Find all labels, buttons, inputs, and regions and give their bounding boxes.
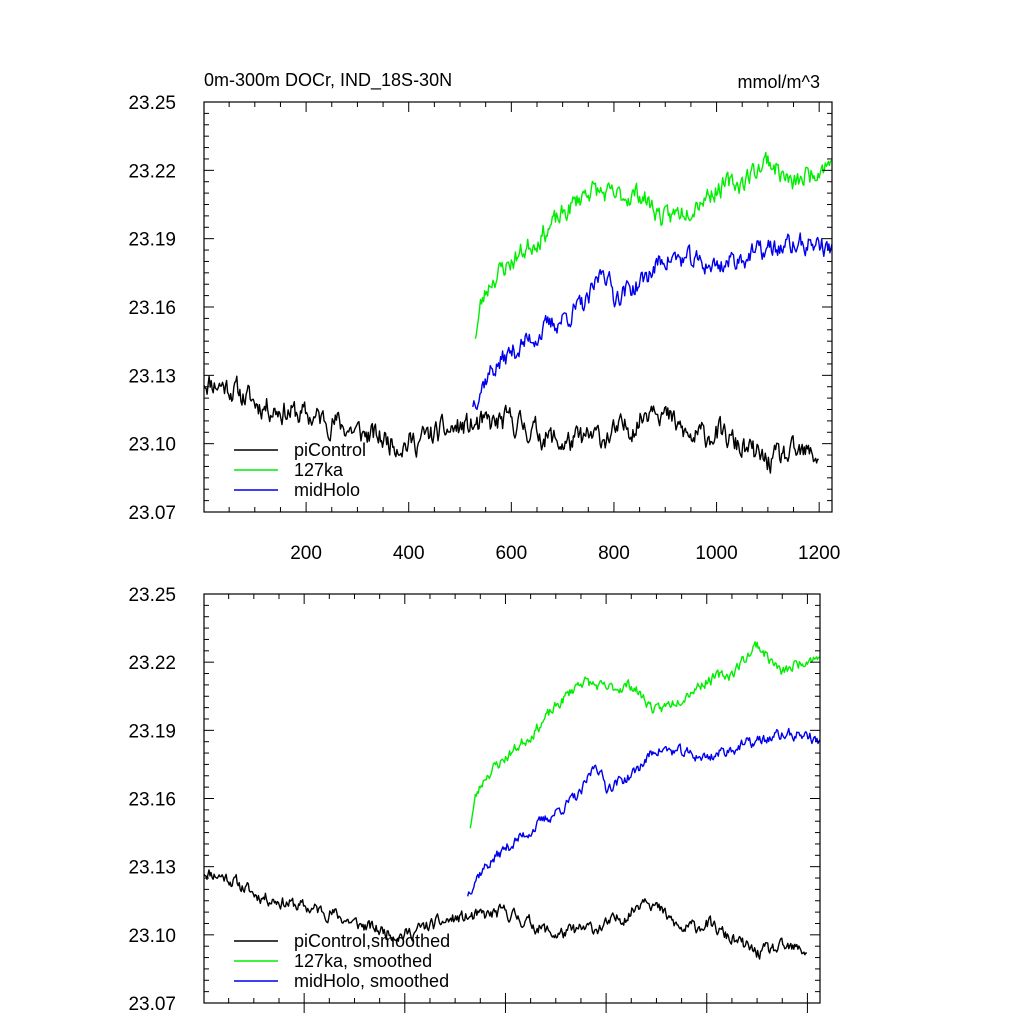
legend-entry: midHolo, smoothed <box>234 971 449 991</box>
legend-label: piControl,smoothed <box>294 931 450 951</box>
y-tick-label: 23.07 <box>128 994 176 1015</box>
x-tick-label: 800 <box>598 543 630 564</box>
chart-panel-1: 23.07 23.10 23.13 23.16 23.19 23.22 23.25 200 40… <box>128 70 840 564</box>
x-tick-label: 400 <box>393 543 425 564</box>
y-tick-label: 23.13 <box>128 858 176 879</box>
y-tick-label: 23.13 <box>128 366 176 387</box>
legend-entry: 127ka, smoothed <box>234 951 432 971</box>
x-tick-label: 200 <box>290 543 322 564</box>
series-line-3 <box>472 232 832 410</box>
legend-label: piControl <box>294 440 366 460</box>
y-tick-label: 23.19 <box>128 230 176 251</box>
y-tick-label: 23.22 <box>128 653 176 674</box>
x-tick-label: 1200 <box>798 543 840 564</box>
units-label: mmol/m^3 <box>738 72 820 92</box>
series-line-3 <box>467 727 820 897</box>
series-line-1 <box>204 869 808 960</box>
y-tick-label: 23.07 <box>128 503 176 524</box>
y-tick-label: 23.19 <box>128 721 176 742</box>
y-tick-label: 23.10 <box>128 926 176 947</box>
y-tick-label: 23.22 <box>128 161 176 182</box>
chart-panel-2: 23.07 23.10 23.13 23.16 23.19 23.22 23.25 piCon… <box>128 585 821 1015</box>
legend-entry: midHolo <box>234 480 360 500</box>
x-tick-label: 600 <box>495 543 527 564</box>
chart-title: 0m-300m DOCr, IND_18S-30N <box>204 70 452 91</box>
y-tick-label: 23.25 <box>128 93 176 114</box>
y-tick-label: 23.25 <box>128 585 176 606</box>
y-tick-label: 23.16 <box>128 790 176 811</box>
legend-label: 127ka, smoothed <box>294 951 432 971</box>
y-tick-label: 23.10 <box>128 435 176 456</box>
x-tick-label: 1000 <box>695 543 737 564</box>
legend-label: midHolo <box>294 480 360 500</box>
y-tick-label: 23.16 <box>128 298 176 319</box>
legend-label: midHolo, smoothed <box>294 971 449 991</box>
series-line-2 <box>474 151 832 339</box>
legend-label: 127ka <box>294 460 344 480</box>
series-line-1 <box>204 375 819 474</box>
series-line-2 <box>469 641 820 829</box>
legend-entry: 127ka <box>234 460 344 480</box>
legend-entry: piControl <box>234 440 366 460</box>
legend-entry: piControl,smoothed <box>234 931 450 951</box>
